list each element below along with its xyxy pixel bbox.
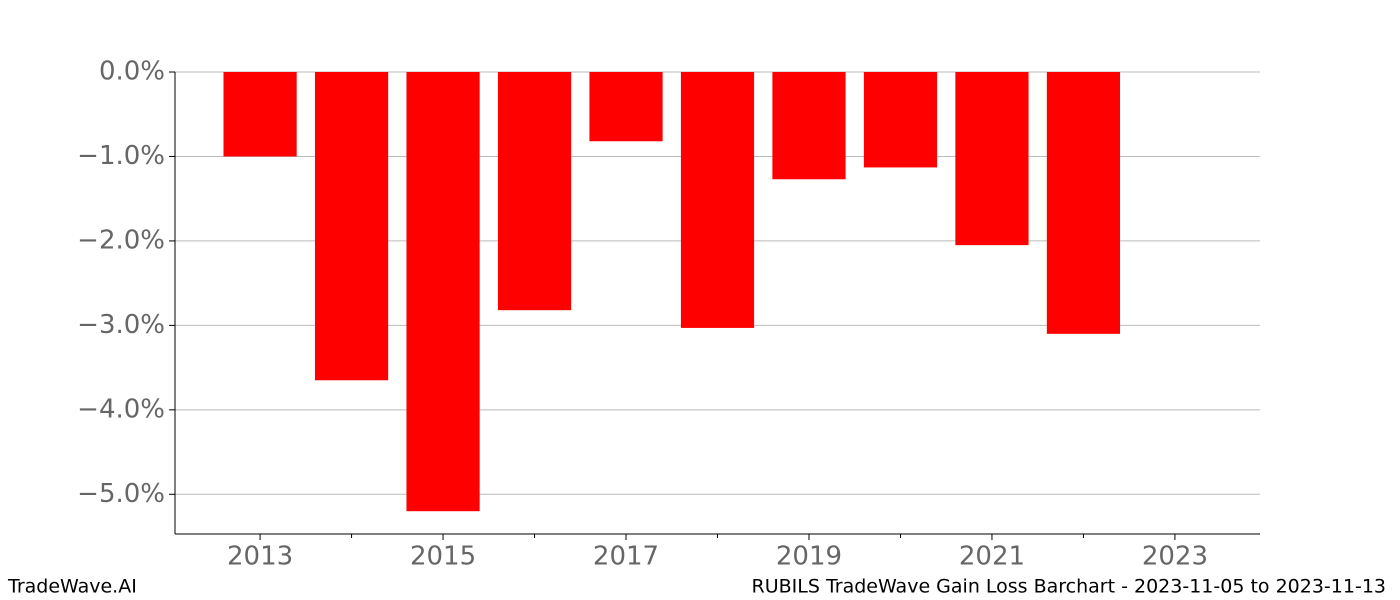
x-tick-label: 2015 [410, 542, 476, 572]
x-tick-label: 2013 [227, 542, 293, 572]
chart-title: RUBILS TradeWave Gain Loss Barchart - 20… [752, 576, 1386, 598]
bar [589, 72, 663, 142]
bar [772, 72, 846, 180]
y-tick-label: −1.0% [77, 141, 165, 171]
y-tick-label: 0.0% [99, 57, 165, 87]
bar [955, 72, 1029, 246]
y-tick-label: −2.0% [77, 225, 165, 255]
bar [223, 72, 297, 157]
bar [1046, 72, 1121, 334]
x-tick-label: 2023 [1142, 542, 1208, 572]
y-tick-label: −3.0% [77, 310, 165, 340]
x-tick-label: 2017 [593, 542, 659, 572]
bar [406, 72, 480, 512]
y-tick-label: −4.0% [77, 394, 165, 424]
bar [314, 72, 389, 381]
x-tick-label: 2021 [959, 542, 1025, 572]
source-label: TradeWave.AI [7, 576, 137, 598]
bar [863, 72, 938, 168]
y-tick-label: −5.0% [77, 479, 165, 509]
bar [680, 72, 755, 328]
bar [497, 72, 572, 311]
x-tick-label: 2019 [776, 542, 842, 572]
